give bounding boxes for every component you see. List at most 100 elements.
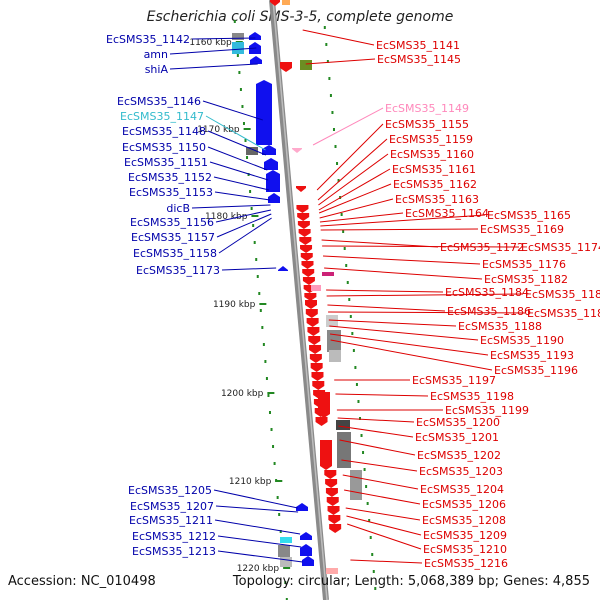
guide-dot (351, 332, 354, 335)
label-leader-line (213, 176, 270, 191)
guide-dot (372, 570, 375, 573)
gene-arrow (300, 532, 312, 540)
gene-arrow (262, 145, 276, 155)
right-gene-label: EcSMS35_1172 (440, 241, 524, 254)
right-gene-label: EcSMS35_1196 (494, 364, 578, 377)
left-gene-label: EcSMS35_1153 (129, 186, 213, 199)
guide-dot (273, 462, 276, 465)
guide-dot (366, 502, 369, 505)
label-leader-line (329, 333, 489, 356)
guide-dot (334, 145, 337, 148)
label-leader-line (339, 439, 416, 456)
right-gene-label: EcSMS35_1190 (480, 334, 564, 347)
guide-dot (268, 411, 271, 414)
tick-label: 1200 kbp (221, 389, 264, 399)
label-leader-line (341, 459, 418, 472)
guide-dot (284, 581, 287, 584)
label-leader-line (217, 535, 302, 548)
left-gene-label: EcSMS35_1213 (132, 545, 216, 558)
left-gene-label: EcSMS35_1142 (106, 33, 190, 46)
guide-dot (285, 598, 288, 600)
gene-box (337, 432, 351, 468)
guide-dot (241, 105, 244, 108)
guide-dot (272, 445, 275, 448)
gene-arrow (266, 170, 280, 192)
guide-dot (328, 77, 331, 80)
guide-dot (331, 111, 334, 114)
label-leader-line (205, 115, 266, 151)
label-leader-line (346, 523, 422, 550)
gene-box (311, 285, 321, 291)
gene-box (282, 0, 290, 5)
guide-dot (236, 54, 239, 57)
guide-dot (354, 366, 357, 369)
left-gene-label: EcSMS35_1173 (136, 264, 220, 277)
gene-box (232, 42, 244, 54)
right-gene-label: EcSMS35_1182 (484, 273, 568, 286)
gene-arrow (328, 515, 341, 524)
guide-dot (332, 128, 335, 131)
right-gene-label: EcSMS35_1165 (487, 209, 571, 222)
label-leader-line (317, 138, 388, 201)
label-leader-line (326, 289, 444, 293)
gene-arrow (329, 524, 342, 533)
right-gene-label: EcSMS35_1188 (458, 320, 542, 333)
label-leader-line (215, 209, 272, 223)
gene-arrow (305, 300, 317, 309)
right-gene-label: EcSMS35_1160 (390, 148, 474, 161)
left-label-lines (169, 37, 303, 563)
right-gene-label: EcSMS35_1161 (392, 163, 476, 176)
gene-arrow (297, 213, 310, 221)
label-leader-line (169, 47, 257, 55)
label-leader-line (320, 214, 486, 227)
gene-arrow (296, 205, 309, 213)
gene-arrow (270, 0, 280, 6)
label-leader-line (202, 100, 263, 121)
guide-dot (329, 94, 332, 97)
label-leader-line (191, 37, 256, 40)
right-gene-label: EcSMS35_1208 (422, 514, 506, 527)
gene-arrow (309, 354, 322, 363)
right-gene-label: EcSMS35_1164 (405, 207, 489, 220)
guide-dot (374, 587, 377, 590)
genome-axis (269, 0, 329, 600)
left-gene-label: EcSMS35_1156 (130, 216, 214, 229)
right-gene-label: EcSMS35_1216 (424, 557, 508, 570)
left-gene-label: EcSMS35_1158 (133, 247, 217, 260)
gene-box (326, 315, 338, 327)
tick-mark (267, 392, 275, 394)
label-leader-line (318, 183, 392, 214)
gene-box (278, 545, 290, 557)
label-leader-line (328, 319, 457, 327)
right-gene-label: EcSMS35_1197 (412, 374, 496, 387)
guide-dot (261, 326, 264, 329)
tick-mark (259, 303, 267, 305)
gene-box (329, 350, 341, 362)
label-leader-line (218, 217, 272, 254)
tick-mark (243, 128, 251, 130)
guide-dot (365, 485, 368, 488)
gene-arrow (307, 327, 320, 336)
left-gene-label: EcSMS35_1207 (130, 500, 214, 513)
guide-dot (323, 26, 326, 29)
right-gene-label: EcSMS35_1198 (430, 390, 514, 403)
label-leader-line (316, 123, 384, 191)
label-leader-line (319, 198, 394, 219)
gene-arrow (298, 229, 311, 237)
guide-dot (246, 156, 249, 159)
label-leader-line (326, 293, 524, 297)
label-leader-line (209, 161, 269, 181)
guide-dot (358, 417, 361, 420)
left-gene-label: EcSMS35_1157 (131, 231, 215, 244)
label-leader-line (302, 29, 375, 46)
right-gene-label: EcSMS35_1145 (377, 53, 461, 66)
guide-dot (345, 264, 348, 267)
gene-arrow (300, 245, 313, 253)
gene-arrow (264, 158, 278, 170)
right-gene-label: EcSMS35_1200 (416, 416, 500, 429)
gene-arrow (299, 237, 312, 245)
guide-dot (362, 451, 365, 454)
gene-box (300, 60, 312, 70)
gene-arrow (302, 269, 315, 277)
